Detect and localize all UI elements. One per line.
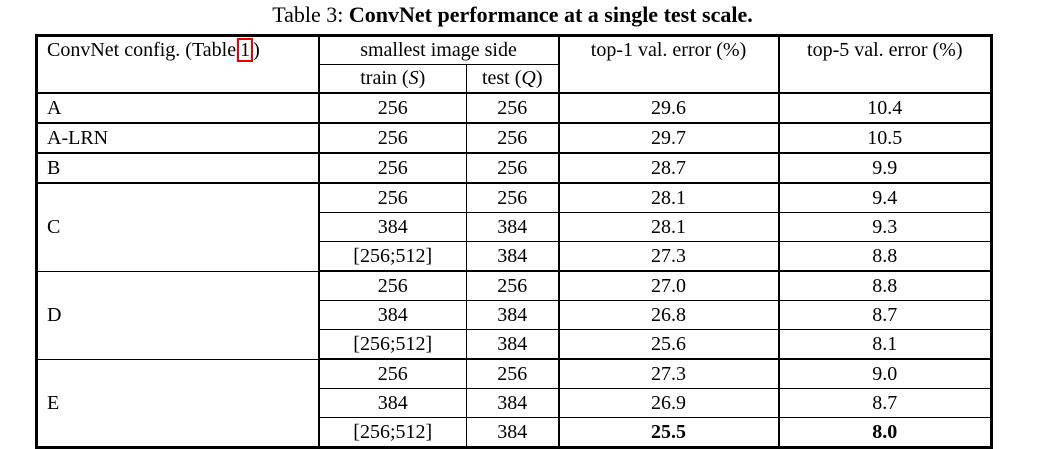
top5-cell: 8.8 <box>778 241 993 272</box>
table-row: [256;512] 384 27.3 8.8 <box>37 241 993 272</box>
top5-cell: 8.1 <box>778 329 993 360</box>
top1-cell: 26.8 <box>558 300 780 330</box>
test-cell: 256 <box>465 358 560 389</box>
table-row: [256;512] 384 25.6 8.1 <box>37 329 993 360</box>
header-top5-error: top-5 val. error (%) <box>778 35 993 94</box>
header-train-s: train (S) <box>318 64 467 94</box>
top1-cell: 27.3 <box>558 241 780 272</box>
caption-number: Table 3: <box>272 2 349 27</box>
top1-cell: 27.3 <box>558 358 780 389</box>
caption-text: ConvNet performance at a single test sca… <box>348 2 753 27</box>
train-cell: 256 <box>318 182 467 213</box>
top5-cell: 9.9 <box>778 152 993 184</box>
test-cell: 384 <box>465 388 560 418</box>
top5-cell: 8.7 <box>778 300 993 330</box>
header-convnet-config: ConvNet config. (Table 1) <box>36 35 320 94</box>
test-cell: 384 <box>465 417 560 449</box>
table-row: 384 384 26.8 8.7 <box>37 300 993 330</box>
top5-cell: 9.0 <box>778 358 993 389</box>
train-var-s: S <box>408 67 419 89</box>
config-cell: E <box>36 358 320 448</box>
config-cell: A <box>36 92 320 124</box>
table-row: B 256 256 28.7 9.9 <box>36 152 993 184</box>
train-cell: 384 <box>318 300 467 330</box>
top1-cell: 25.6 <box>558 329 780 360</box>
test-cell: 384 <box>465 329 560 360</box>
header-top1-error: top-1 val. error (%) <box>558 35 780 94</box>
top1-cell: 28.1 <box>558 212 780 242</box>
header-smallest-image-side: smallest image side <box>317 35 560 65</box>
table-figure: Table 3: ConvNet performance at a single… <box>35 0 994 449</box>
test-cell: 256 <box>465 182 560 213</box>
test-cell: 384 <box>465 241 560 272</box>
test-cell: 384 <box>465 300 560 330</box>
top5-cell: 10.5 <box>778 122 993 154</box>
top1-cell: 29.7 <box>558 122 780 154</box>
train-cell: 256 <box>318 270 467 301</box>
train-label: train ( <box>360 67 409 89</box>
test-cell: 256 <box>465 92 560 124</box>
top5-cell: 8.7 <box>778 388 993 418</box>
top1-cell: 28.7 <box>558 152 780 184</box>
train-cell: 256 <box>318 122 467 154</box>
top1-cell: 25.5 <box>558 417 780 449</box>
config-header-paren: ) <box>253 39 260 61</box>
train-paren: ) <box>418 67 426 89</box>
train-cell: 384 <box>318 388 467 418</box>
table-row: E 256 256 27.3 9.0 <box>36 358 993 448</box>
test-cell: 256 <box>465 270 560 301</box>
config-cell: B <box>36 152 320 184</box>
train-cell: 256 <box>318 152 467 184</box>
test-label: test ( <box>481 67 522 89</box>
test-cell: 256 <box>465 152 560 184</box>
table-row: A 256 256 29.6 10.4 <box>36 92 993 124</box>
top1-cell: 28.1 <box>558 182 780 213</box>
header-test-q: test (Q) <box>465 64 560 94</box>
table-row: A-LRN 256 256 29.7 10.5 <box>36 122 993 154</box>
train-cell: 384 <box>318 212 467 242</box>
header-row-top: ConvNet config. (Table 1) smallest image … <box>36 35 993 94</box>
config-cell: A-LRN <box>36 122 320 154</box>
table-row: C 256 256 28.1 9.4 <box>36 182 993 272</box>
top5-cell: 10.4 <box>778 92 993 124</box>
table1-reference-link[interactable]: 1 <box>237 38 254 62</box>
results-table: ConvNet config. (Table 1) smallest image … <box>35 34 994 449</box>
top5-cell: 8.8 <box>778 270 993 301</box>
table-row: [256;512] 384 25.5 8.0 <box>37 417 993 449</box>
top5-cell: 9.4 <box>778 182 993 213</box>
test-paren: ) <box>535 67 543 89</box>
table-row: D 256 256 27.0 8.8 <box>36 270 993 360</box>
top1-cell: 26.9 <box>558 388 780 418</box>
table-caption: Table 3: ConvNet performance at a single… <box>35 0 990 34</box>
test-cell: 384 <box>465 212 560 242</box>
config-cell: D <box>36 270 320 360</box>
table-row: 384 384 28.1 9.3 <box>37 212 993 242</box>
train-cell: 256 <box>318 358 467 389</box>
top5-cell: 8.0 <box>778 417 993 449</box>
top1-cell: 27.0 <box>558 270 780 301</box>
config-header-text: ConvNet config. (Table <box>47 39 237 61</box>
table-body: A 256 256 29.6 10.4 A-LRN 256 256 29.7 10.5 B 256 25… <box>36 92 993 449</box>
top1-cell: 29.6 <box>558 92 780 124</box>
config-cell: C <box>36 182 320 272</box>
top5-cell: 9.3 <box>778 212 993 242</box>
train-cell: [256;512] <box>318 241 467 272</box>
header-row-sub: train (S) test (Q) <box>37 64 992 94</box>
test-cell: 256 <box>465 122 560 154</box>
train-cell: [256;512] <box>318 417 467 449</box>
train-cell: 256 <box>318 92 467 124</box>
test-var-q: Q <box>521 67 536 89</box>
train-cell: [256;512] <box>318 329 467 360</box>
